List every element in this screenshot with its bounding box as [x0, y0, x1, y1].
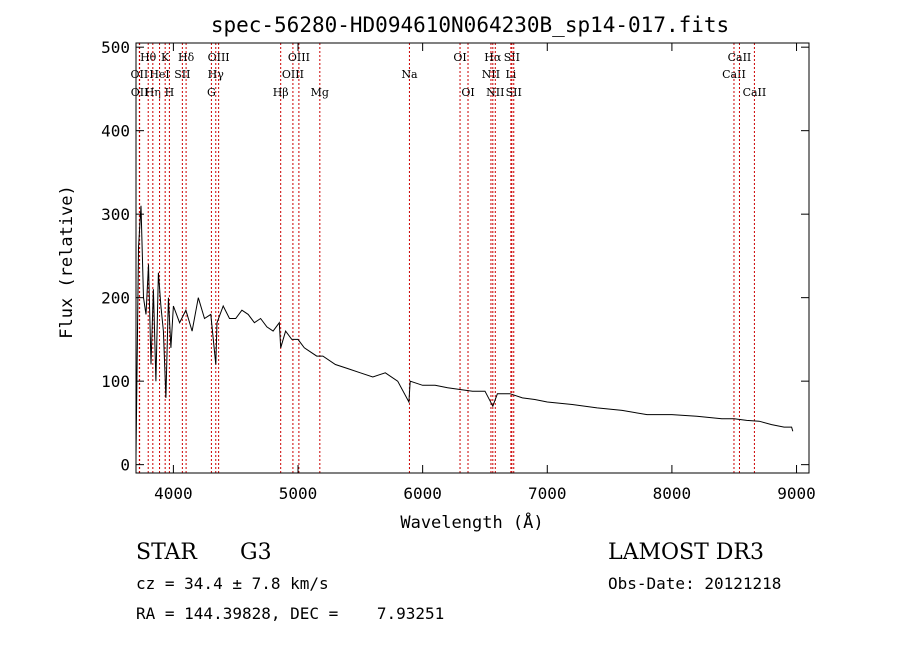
marker-label: CaII — [722, 68, 746, 81]
marker-label: K — [161, 51, 170, 64]
spectral-subclass: G3 — [240, 540, 272, 565]
marker-label: HeI — [149, 68, 169, 81]
coordinates: RA = 144.39828, DEC = 7.93251 — [136, 604, 445, 623]
survey-name: LAMOST DR3 — [608, 540, 764, 565]
x-tick-label: 8000 — [653, 484, 692, 503]
marker-label: SII — [174, 68, 190, 81]
marker-label: Li — [505, 68, 516, 81]
y-tick-label: 300 — [101, 205, 130, 224]
marker-label: SII — [506, 86, 522, 99]
x-tick-label: 4000 — [154, 484, 193, 503]
marker-label: Hα — [484, 51, 502, 64]
y-tick-label: 100 — [101, 372, 130, 391]
observation-date: Obs-Date: 20121218 — [608, 574, 782, 593]
marker-label: CaII — [743, 86, 767, 99]
y-tick-label: 400 — [101, 122, 130, 141]
marker-label: Hδ — [178, 51, 195, 64]
marker-label: OIII — [208, 51, 230, 64]
marker-label: OII — [131, 86, 149, 99]
redshift-velocity: cz = 34.4 ± 7.8 km/s — [136, 574, 329, 593]
series-line — [135, 205, 794, 457]
plot-frame — [135, 42, 810, 474]
spectrum-chart: spec-56280-HD094610N064230B_sp14-017.fit… — [57, 13, 816, 533]
marker-label: Mg — [311, 86, 329, 99]
y-axis-label: Flux (relative) — [57, 185, 77, 339]
marker-label: Hη — [145, 86, 161, 99]
object-class: STAR — [136, 540, 197, 565]
marker-label: CaII — [728, 51, 752, 64]
x-tick-label: 5000 — [279, 484, 318, 503]
marker-label: Hθ — [140, 51, 157, 64]
marker-label: OII — [131, 68, 149, 81]
x-axis-label: Wavelength (Å) — [400, 511, 543, 533]
marker-label: SII — [504, 51, 520, 64]
line-markers: OII OII Hθ Hη HeI K H SII Hδ G OIII Hγ Hβ OIII OIII Mg N… — [131, 43, 767, 473]
marker-label: OIII — [282, 68, 304, 81]
x-tick-label: 6000 — [403, 484, 442, 503]
marker-label: OI — [453, 51, 466, 64]
marker-label: OIII — [288, 51, 310, 64]
marker-label: G — [207, 86, 216, 99]
marker-label: Hγ — [208, 68, 225, 81]
y-tick-label: 500 — [101, 38, 130, 57]
chart-title: spec-56280-HD094610N064230B_sp14-017.fit… — [211, 13, 729, 37]
marker-label: H — [165, 86, 175, 99]
marker-label: Na — [401, 68, 418, 81]
y-tick-label: 0 — [120, 456, 130, 475]
marker-label: Hβ — [273, 86, 289, 99]
marker-label: NII — [482, 68, 500, 81]
series-layer — [135, 205, 794, 457]
axes: 4000 5000 6000 7000 8000 9000 0 100 200 300 400 500 — [101, 38, 816, 503]
marker-label: NII — [486, 86, 504, 99]
y-tick-label: 200 — [101, 289, 130, 308]
marker-label: OI — [461, 86, 474, 99]
x-tick-label: 9000 — [777, 484, 816, 503]
x-tick-label: 7000 — [528, 484, 567, 503]
